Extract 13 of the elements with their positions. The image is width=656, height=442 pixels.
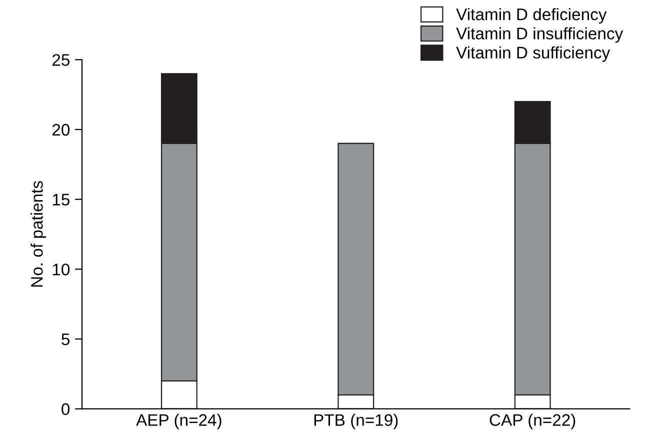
legend-label: Vitamin D deficiency xyxy=(456,8,607,24)
x-tick-label: PTB (n=19) xyxy=(314,414,398,430)
y-tick-label: 10 xyxy=(52,264,70,276)
y-tick-label: 15 xyxy=(52,194,70,206)
x-tick-label: AEP (n=24) xyxy=(136,414,222,430)
y-axis-title: No. of patients xyxy=(30,181,46,287)
y-tick-label: 25 xyxy=(52,54,70,66)
y-tick-label: 5 xyxy=(62,334,70,346)
y-tick-label: 0 xyxy=(62,403,70,416)
x-tick-label: CAP (n=22) xyxy=(490,414,576,430)
legend-label: Vitamin D insufficiency xyxy=(456,27,624,43)
y-tick-label: 20 xyxy=(52,124,70,136)
legend-label: Vitamin D sufficiency xyxy=(456,46,610,62)
